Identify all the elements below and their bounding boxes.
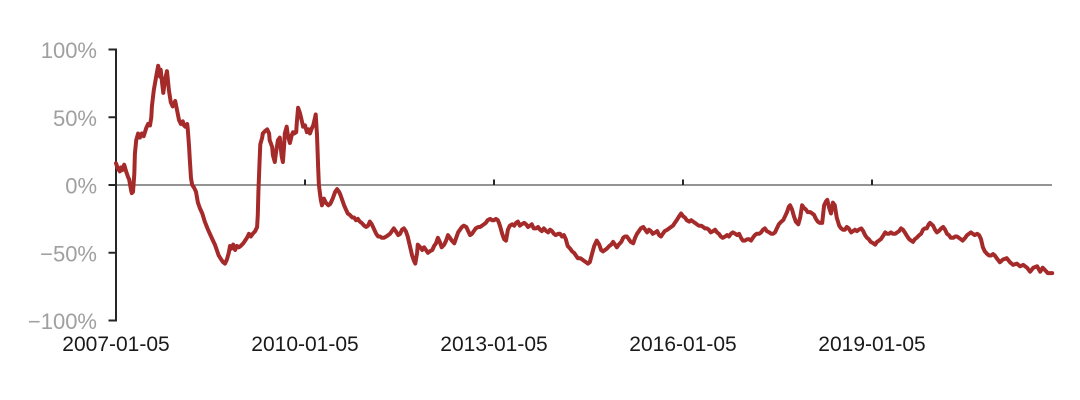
x-tick-label: 2016-01-05 — [629, 333, 736, 356]
y-tick-label: −50% — [40, 241, 97, 266]
x-tick-label: 2007-01-05 — [62, 333, 169, 356]
x-tick-label: 2010-01-05 — [251, 333, 358, 356]
y-tick-label: 0% — [65, 174, 97, 199]
series-line — [114, 63, 1055, 276]
y-tick-label: −100% — [28, 309, 97, 334]
y-tick-label: 100% — [41, 38, 97, 63]
x-tick-label: 2019-01-05 — [818, 333, 925, 356]
y-tick-label: 50% — [53, 106, 97, 131]
x-tick-label: 2013-01-05 — [440, 333, 547, 356]
